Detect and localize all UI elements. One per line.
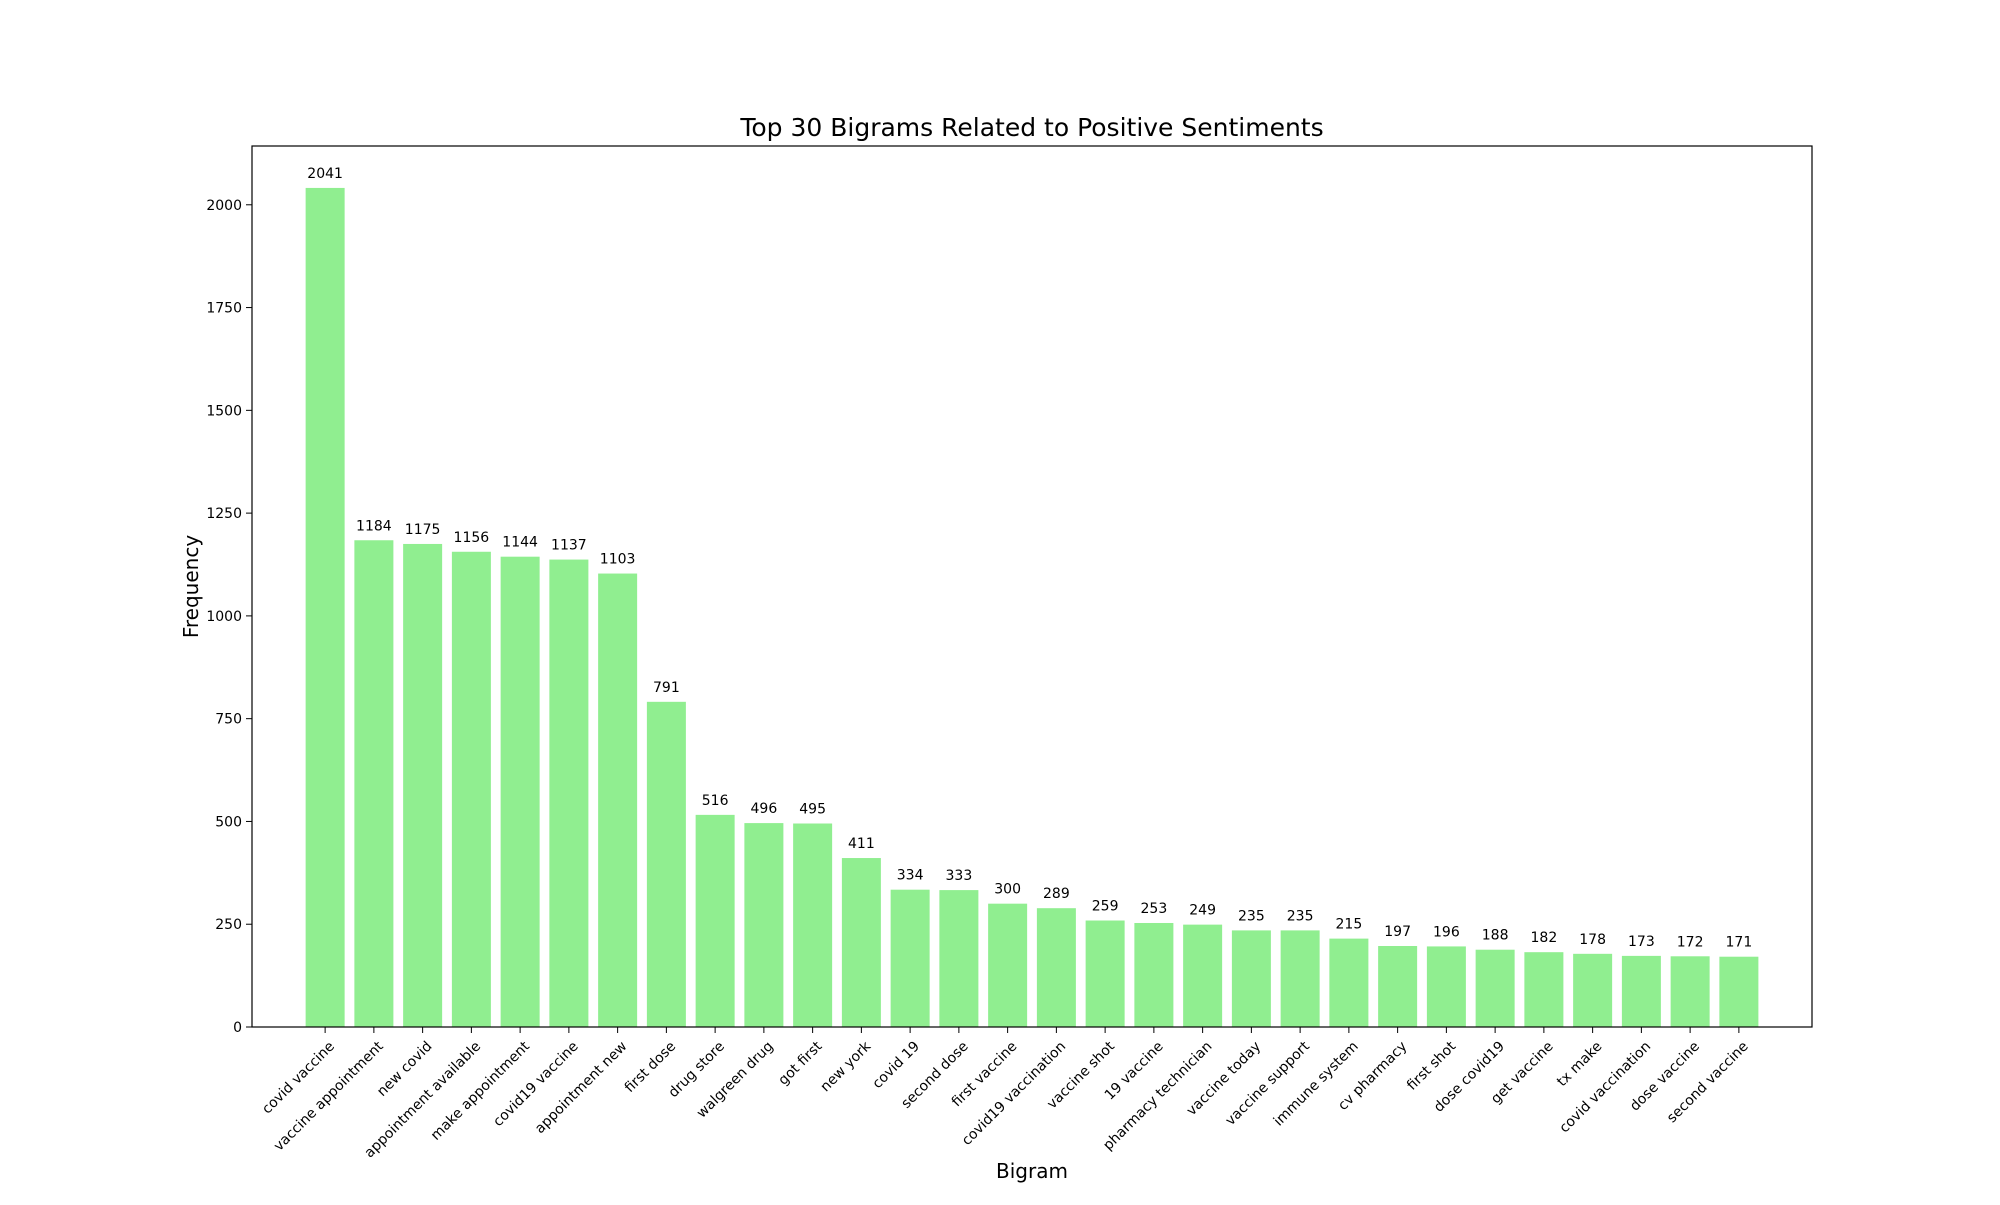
bar-value-label: 1137	[551, 538, 587, 554]
bars-group	[305, 187, 1759, 1027]
bar	[403, 543, 443, 1027]
y-tick-label: 2000	[206, 198, 242, 214]
bar	[1183, 924, 1223, 1027]
bar-value-label: 215	[1336, 917, 1363, 933]
bar	[1280, 930, 1320, 1027]
bar-value-label: 253	[1141, 901, 1168, 917]
bar-value-label: 1184	[356, 518, 392, 534]
value-labels-group: 2041 1184 1175 1156 1144 1137 1103 791 516 496 495…	[307, 166, 1752, 951]
bar	[1036, 908, 1076, 1027]
bar-value-label: 188	[1482, 928, 1509, 944]
bar	[1134, 922, 1174, 1027]
bar-value-label: 171	[1726, 935, 1753, 951]
bar-value-label: 516	[702, 793, 729, 809]
y-axis: 0 250 500 750 1000 1250 1500 1750 2000	[206, 198, 252, 1036]
bar	[500, 556, 540, 1027]
y-tick-label: 750	[215, 712, 242, 728]
bar	[549, 559, 589, 1027]
plot-frame	[251, 145, 1813, 1028]
bar	[354, 540, 394, 1027]
bar-value-label: 235	[1287, 908, 1314, 924]
bar-value-label: 791	[653, 680, 680, 696]
bar-value-label: 1156	[454, 530, 490, 546]
bar	[1378, 946, 1418, 1027]
bar	[793, 823, 833, 1027]
x-axis-title: Bigram	[996, 1159, 1068, 1183]
bar-value-label: 173	[1628, 934, 1655, 950]
bar	[1426, 946, 1466, 1027]
x-tick-label: appointment new	[532, 1039, 630, 1137]
y-tick-label: 1000	[206, 609, 242, 625]
bar	[890, 889, 930, 1027]
bar-value-label: 2041	[307, 166, 343, 182]
bar-value-label: 300	[994, 882, 1021, 898]
bar-value-label: 249	[1189, 903, 1216, 919]
bar	[1231, 930, 1271, 1027]
bar-value-label: 196	[1433, 924, 1460, 940]
y-tick-label: 1250	[206, 506, 242, 522]
bar-value-label: 333	[946, 868, 973, 884]
bar	[841, 858, 881, 1027]
bar-value-label: 182	[1531, 930, 1558, 946]
bar-value-label: 495	[799, 802, 826, 818]
bar	[1524, 952, 1564, 1027]
bar	[695, 814, 735, 1027]
bar-value-label: 197	[1384, 924, 1411, 940]
y-tick-label: 1750	[206, 301, 242, 317]
y-tick-label: 1500	[206, 403, 242, 419]
bar	[744, 823, 784, 1027]
x-tick-label: new york	[818, 1038, 875, 1095]
y-tick-label: 500	[215, 814, 242, 830]
bar	[646, 701, 686, 1027]
bar-value-label: 178	[1579, 932, 1606, 948]
bar	[1670, 956, 1710, 1027]
bar-value-label: 1144	[502, 535, 538, 551]
x-tick-label: tx make	[1554, 1039, 1605, 1090]
bar-value-label: 411	[848, 836, 875, 852]
bar-value-label: 1103	[600, 552, 636, 568]
bar	[1475, 949, 1515, 1027]
bar	[988, 903, 1028, 1027]
bar	[305, 187, 345, 1027]
chart-title: Top 30 Bigrams Related to Positive Senti…	[739, 113, 1323, 142]
bar	[1573, 953, 1613, 1027]
bar-value-label: 1175	[405, 522, 441, 538]
y-tick-label: 250	[215, 917, 242, 933]
y-axis-title: Frequency	[179, 535, 203, 638]
bar-value-label: 334	[897, 868, 924, 884]
bar	[1329, 938, 1369, 1027]
bar-value-label: 259	[1092, 899, 1119, 915]
bar-value-label: 496	[751, 801, 778, 817]
bar-value-label: 289	[1043, 886, 1070, 902]
bar	[598, 573, 638, 1027]
x-tick-label: vaccine support	[1223, 1038, 1314, 1129]
x-tick-label: got first	[775, 1038, 825, 1088]
y-tick-label: 0	[233, 1020, 242, 1036]
bar	[1085, 920, 1125, 1027]
bar	[451, 551, 491, 1027]
bar	[1621, 955, 1661, 1027]
x-tick-label: immune system	[1271, 1039, 1362, 1130]
bar-value-label: 172	[1677, 934, 1704, 950]
bar-value-label: 235	[1238, 908, 1265, 924]
x-tick-label: covid19 vaccine	[490, 1039, 581, 1130]
x-tick-label: covid vaccination	[1556, 1039, 1654, 1137]
bar	[1719, 956, 1759, 1027]
bar	[939, 890, 979, 1027]
